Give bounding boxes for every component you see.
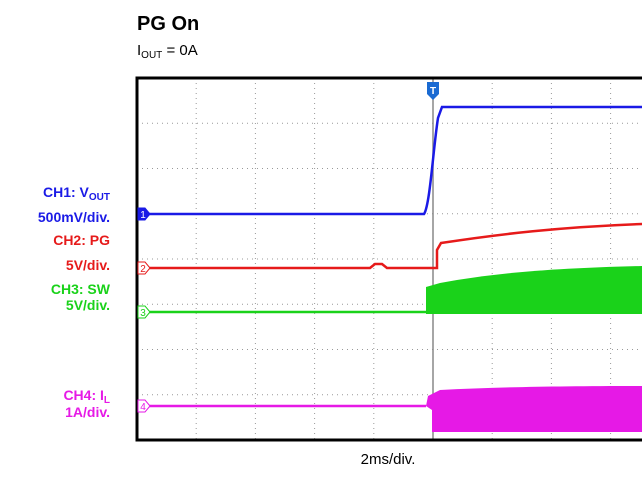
- channel-scale: 5V/div.: [66, 297, 110, 313]
- channel-name-text: CH2: PG: [53, 232, 110, 248]
- scope-frame: [135, 76, 642, 442]
- ch2-trace: [139, 222, 642, 270]
- channel-name-sub: L: [104, 395, 110, 406]
- trigger-label: T: [430, 86, 436, 97]
- channel-name-text: CH3: SW: [51, 281, 111, 297]
- traces: [139, 105, 642, 432]
- channel-marker: [137, 399, 151, 413]
- channel-labels: CH1: VOUT 500mV/div. 1 CH2: PG 5V/div. 2 CH3: …: [38, 82, 439, 420]
- channel-name-text: CH4: I: [63, 387, 103, 403]
- ch1-trace: [139, 105, 642, 216]
- channel-marker-label: 2: [140, 264, 146, 275]
- channel-name: CH1: VOUT: [43, 184, 110, 203]
- subtitle: IOUT = 0A: [137, 42, 198, 61]
- timebase: 2ms/div.: [361, 451, 416, 468]
- channel-marker: [137, 261, 151, 275]
- channel-marker: [137, 305, 151, 319]
- trigger-marker: [427, 82, 439, 100]
- channel-marker: [137, 207, 151, 221]
- subtitle-sub: OUT: [141, 50, 162, 61]
- channel-name-text: CH1: V: [43, 184, 90, 200]
- subtitle-text: I: [137, 42, 141, 59]
- ch4-burst: [426, 386, 642, 432]
- ch3-burst: [426, 266, 642, 314]
- channel-name: CH4: IL: [63, 387, 110, 406]
- scope-grid: [137, 78, 642, 440]
- channel-name-sub: OUT: [89, 192, 110, 203]
- channel-name: CH2: PG: [53, 232, 110, 248]
- channel-scale: 5V/div.: [66, 257, 110, 273]
- subtitle-rest: = 0A: [162, 42, 197, 59]
- channel-scale: 500mV/div.: [38, 209, 110, 225]
- channel-marker-label: 3: [140, 308, 146, 319]
- title: PG On: [137, 13, 199, 35]
- channel-scale: 1A/div.: [65, 404, 110, 420]
- channel-marker-label: 1: [140, 210, 146, 221]
- channel-name: CH3: SW: [51, 281, 111, 297]
- channel-marker-label: 4: [140, 402, 146, 413]
